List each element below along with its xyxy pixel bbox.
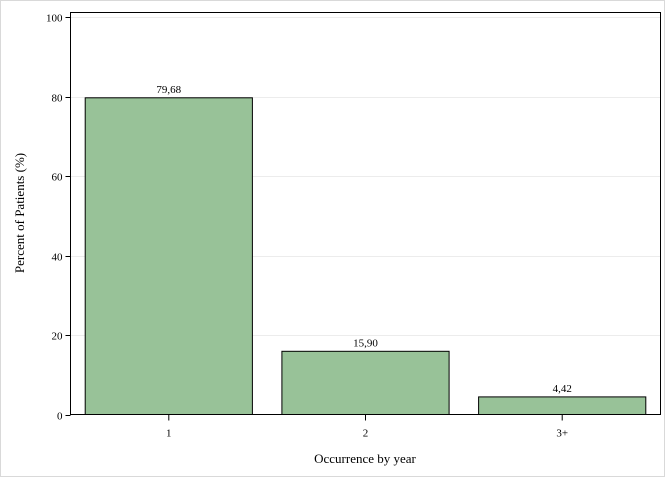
y-tick-label: 20 xyxy=(52,331,64,343)
y-tick-label: 80 xyxy=(52,93,64,105)
x-axis-label: Occurrence by year xyxy=(314,451,416,466)
x-axis: 1 2 3+ xyxy=(166,414,568,440)
data-label-1: 79,68 xyxy=(156,84,181,96)
y-axis: 0 20 40 60 80 100 xyxy=(46,13,71,423)
bar-2 xyxy=(281,350,450,415)
y-tick-label: 100 xyxy=(46,13,63,25)
y-tick-label: 40 xyxy=(52,252,64,264)
y-axis-label: Percent of Patients (%) xyxy=(12,153,27,273)
data-label-2: 15,90 xyxy=(353,337,378,349)
y-tick-label: 60 xyxy=(52,172,64,184)
x-tick-label-1: 1 xyxy=(166,428,172,440)
bar-1 xyxy=(84,97,253,416)
x-tick-label-3+: 3+ xyxy=(556,428,568,440)
x-tick-label-2: 2 xyxy=(363,428,369,440)
bars xyxy=(84,97,647,416)
data-label-3+: 4,42 xyxy=(553,383,572,395)
data-labels: 79,68 15,90 4,42 xyxy=(156,84,571,395)
bar-3+ xyxy=(478,396,647,415)
y-tick-label: 0 xyxy=(57,411,63,423)
